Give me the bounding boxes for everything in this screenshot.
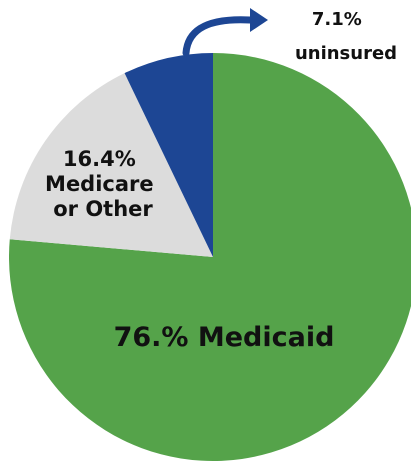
callout-arrow-icon xyxy=(182,16,254,57)
pie-slice-medicaid xyxy=(9,53,411,461)
slice-label-uninsured-line-1: 7.1% xyxy=(312,9,362,30)
slice-label-medicaid: 76.% Medicaid xyxy=(114,322,335,353)
slice-label-medicare-or-other-line-2: Medicare xyxy=(45,172,154,196)
callout-arrowhead-icon xyxy=(250,8,268,32)
pie-slices xyxy=(9,53,411,461)
slice-label-medicare-or-other: 16.4% Medicare or Other xyxy=(45,147,161,221)
slice-label-uninsured: 7.1% uninsured xyxy=(295,9,397,64)
pie-slice-medicare-or-other xyxy=(9,73,213,257)
slice-label-uninsured-line-2: uninsured xyxy=(295,43,397,64)
slice-label-medicare-or-other-line-3: or Other xyxy=(53,197,153,221)
pie-slice-uninsured xyxy=(124,53,213,257)
slice-label-medicare-or-other-line-1: 16.4% xyxy=(63,147,136,171)
